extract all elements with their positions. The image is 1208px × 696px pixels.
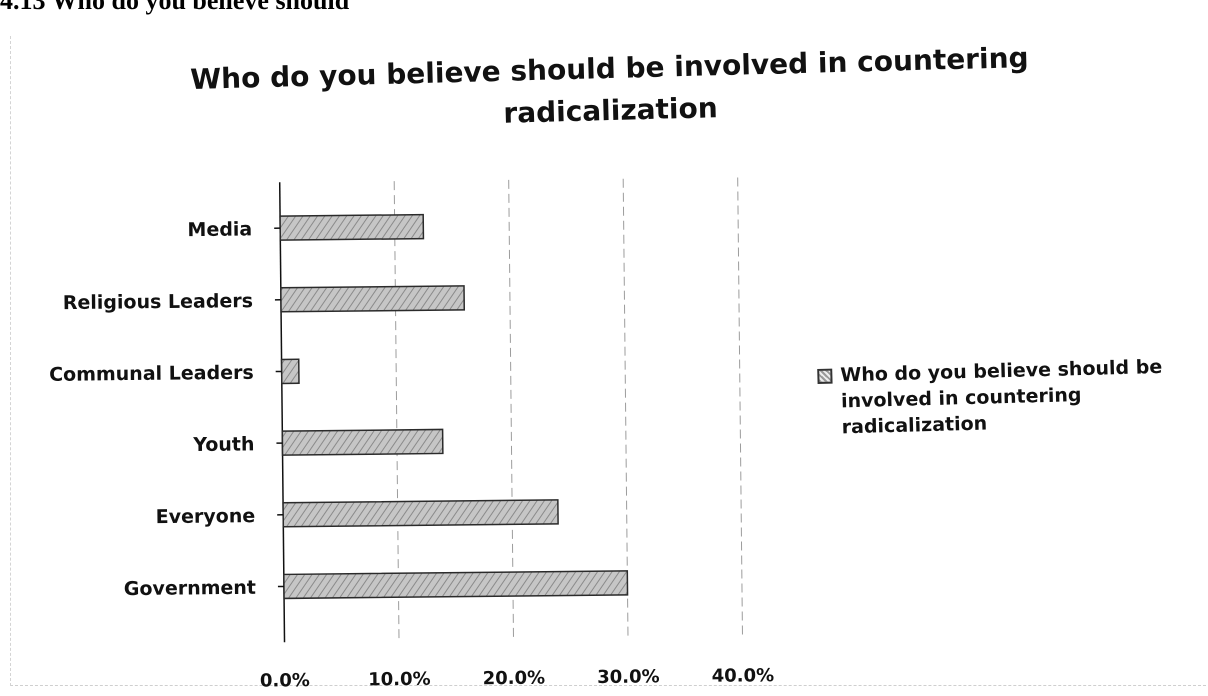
chart-frame [10,36,1206,686]
bar [279,213,425,241]
category-label: Religious Leaders [63,290,253,314]
bar [281,428,444,456]
x-tick-label: 30.0% [597,666,660,688]
category-axis-line [278,182,286,643]
gridline [622,178,629,639]
category-label: Media [187,218,252,241]
bar [280,358,300,385]
x-tick-label: 0.0% [260,670,310,692]
legend: Who do you believe should be involved in… [817,353,1199,441]
legend-label: Who do you believe should be involved in… [840,355,1163,439]
page-heading: 4.13 Who do you believe should [0,0,350,15]
bar [282,499,559,528]
gridline [393,181,400,642]
gridline [508,179,515,640]
legend-swatch [817,368,833,384]
category-label: Communal Leaders [49,362,254,386]
gridline [737,177,744,638]
category-label: Everyone [156,505,256,528]
category-label: Government [124,577,256,600]
x-tick-label: 20.0% [483,668,546,690]
category-label: Youth [192,433,254,456]
bar [283,570,629,600]
x-tick-label: 10.0% [368,669,431,691]
plot-area: 0.0% 10.0% 20.0% 30.0% 40.0% Media Religious L… [49,177,775,692]
x-tick-label: 40.0% [712,665,775,687]
bar [280,285,466,313]
